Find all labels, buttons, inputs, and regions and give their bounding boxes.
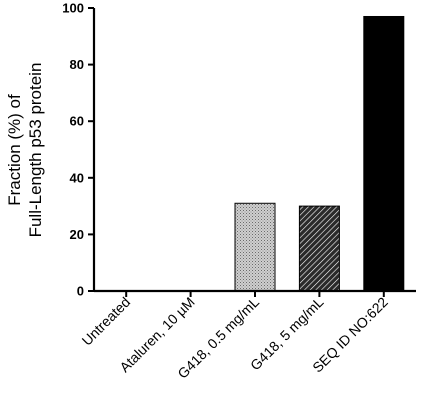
y-tick-label: 60 <box>70 114 84 129</box>
y-axis-ticks: 0 20 40 60 80 100 <box>62 1 94 299</box>
y-axis-title: Fraction (%) of Full-Length p53 protein <box>5 63 45 238</box>
bar-2 <box>234 202 276 292</box>
y-tick-label: 80 <box>70 57 84 72</box>
y-tick-label: 40 <box>70 170 84 185</box>
y-tick-label: 20 <box>70 227 84 242</box>
bar-3 <box>298 205 340 292</box>
y-axis-title-line-1: Fraction (%) of <box>5 94 24 206</box>
y-tick-label: 0 <box>77 284 84 299</box>
bars-group <box>234 15 405 292</box>
y-tick-label: 100 <box>62 1 84 16</box>
bar-4 <box>363 15 405 292</box>
x-category-label: Untreated <box>79 294 134 349</box>
y-axis-title-line-2: Full-Length p53 protein <box>26 63 45 238</box>
